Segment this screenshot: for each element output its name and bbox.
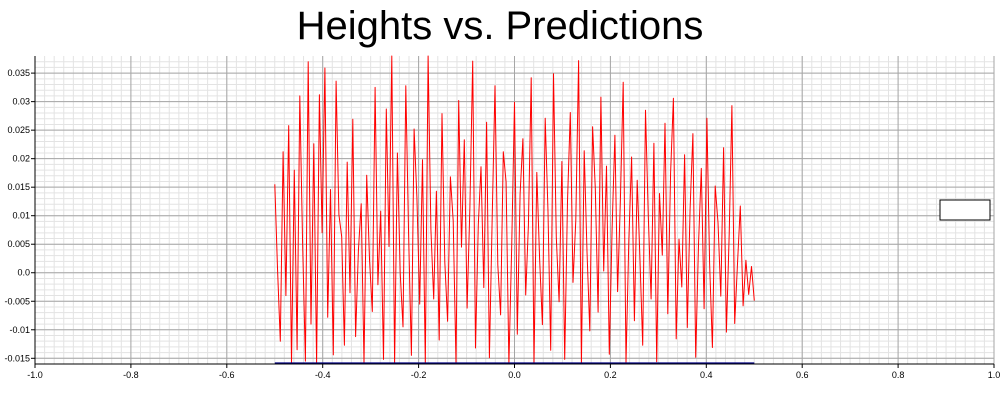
y-tick-label: 0.0 <box>17 268 30 278</box>
x-tick-label: -0.4 <box>315 370 331 380</box>
y-tick-label: -0.005 <box>4 296 30 306</box>
y-tick-label: 0.035 <box>7 68 30 78</box>
y-tick-label: 0.03 <box>12 97 30 107</box>
x-tick-label: -0.8 <box>123 370 139 380</box>
y-tick-label: 0.01 <box>12 211 30 221</box>
x-axis-ticks: -1.0 -0.8 -0.6 -0.4 -0.2 0.0 0.2 0.4 0.6 0.8 1.0 <box>27 364 1000 380</box>
y-tick-label: 0.015 <box>7 182 30 192</box>
x-tick-label: -0.2 <box>411 370 427 380</box>
y-tick-label: -0.01 <box>9 325 30 335</box>
legend-box <box>939 199 991 221</box>
y-tick-label: 0.005 <box>7 239 30 249</box>
x-tick-label: 0.0 <box>508 370 521 380</box>
y-tick-label: 0.02 <box>12 154 30 164</box>
x-tick-label: 0.2 <box>604 370 617 380</box>
x-tick-label: 0.8 <box>892 370 905 380</box>
series-layer <box>274 55 755 365</box>
chart-title: Heights vs. Predictions <box>296 4 704 48</box>
x-tick-label: 0.4 <box>700 370 713 380</box>
x-tick-label: -1.0 <box>27 370 43 380</box>
y-axis-ticks: -0.015 -0.01 -0.005 0.0 0.005 0.01 0.015 0.02 0.… <box>4 68 35 363</box>
y-tick-label: 0.025 <box>7 125 30 135</box>
series-line-red <box>274 55 755 365</box>
x-tick-label: 1.0 <box>988 370 1000 380</box>
x-tick-label: 0.6 <box>796 370 809 380</box>
x-tick-label: -0.6 <box>219 370 235 380</box>
y-tick-label: -0.015 <box>4 353 30 363</box>
